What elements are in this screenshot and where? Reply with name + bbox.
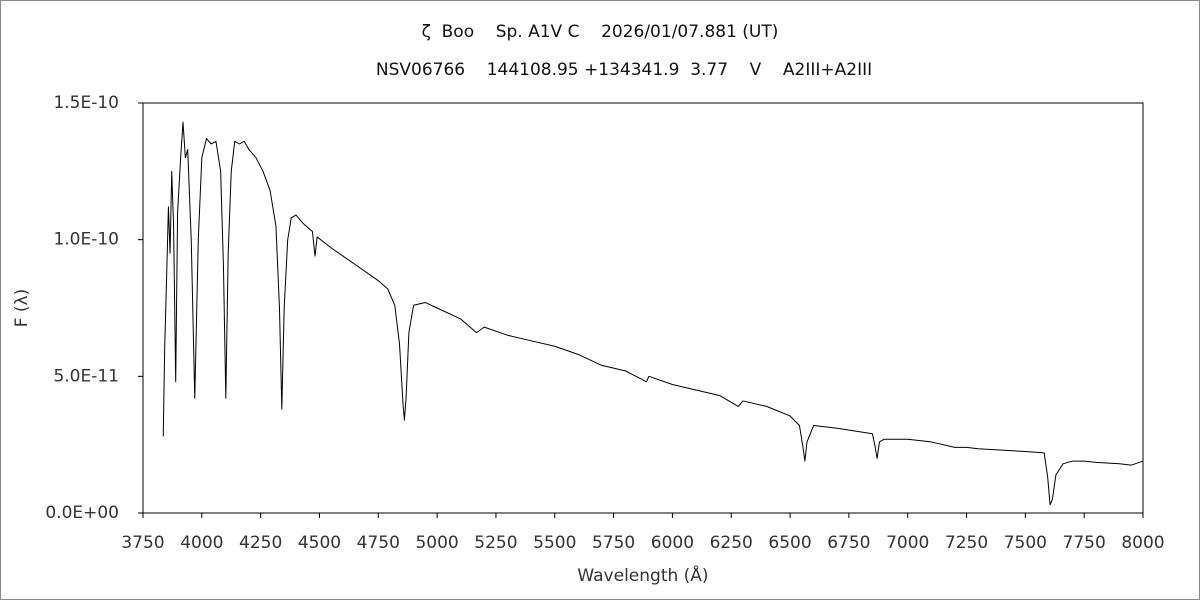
x-tick-label: 3750	[121, 533, 164, 553]
x-tick-label: 6000	[651, 533, 694, 553]
y-tick-label: 5.0E-11	[53, 366, 119, 386]
x-tick-label: 5750	[592, 533, 635, 553]
chart-title: ζ Boo Sp. A1V C 2026/01/07.881 (UT)	[422, 22, 779, 42]
x-tick-label: 7750	[1063, 533, 1106, 553]
y-tick-label: 1.0E-10	[53, 230, 119, 250]
x-tick-label: 5250	[474, 533, 517, 553]
spectrum-line	[162, 121, 1144, 506]
x-tick-label: 4000	[180, 533, 223, 553]
y-axis-label: F (λ)	[12, 289, 32, 328]
x-tick-label: 4250	[239, 533, 282, 553]
x-tick-label: 7000	[886, 533, 929, 553]
x-tick-label: 5000	[415, 533, 458, 553]
x-tick-label: 5500	[533, 533, 576, 553]
x-tick-label: 4750	[357, 533, 400, 553]
x-tick-label: 6750	[827, 533, 870, 553]
chart-subtitle: NSV06766 144108.95 +134341.9 3.77 V A2II…	[376, 60, 872, 80]
x-tick-label: 6250	[710, 533, 753, 553]
x-tick-label: 7250	[945, 533, 988, 553]
x-tick-label: 4500	[298, 533, 341, 553]
plot-frame	[142, 102, 1144, 514]
y-tick-label: 1.5E-10	[53, 93, 119, 113]
x-axis-label: Wavelength (Å)	[577, 564, 708, 586]
x-tick-label: 6500	[768, 533, 811, 553]
y-tick-label: 0.0E+00	[45, 503, 119, 523]
x-tick-label: 7500	[1004, 533, 1047, 553]
x-tick-label: 8000	[1121, 533, 1164, 553]
